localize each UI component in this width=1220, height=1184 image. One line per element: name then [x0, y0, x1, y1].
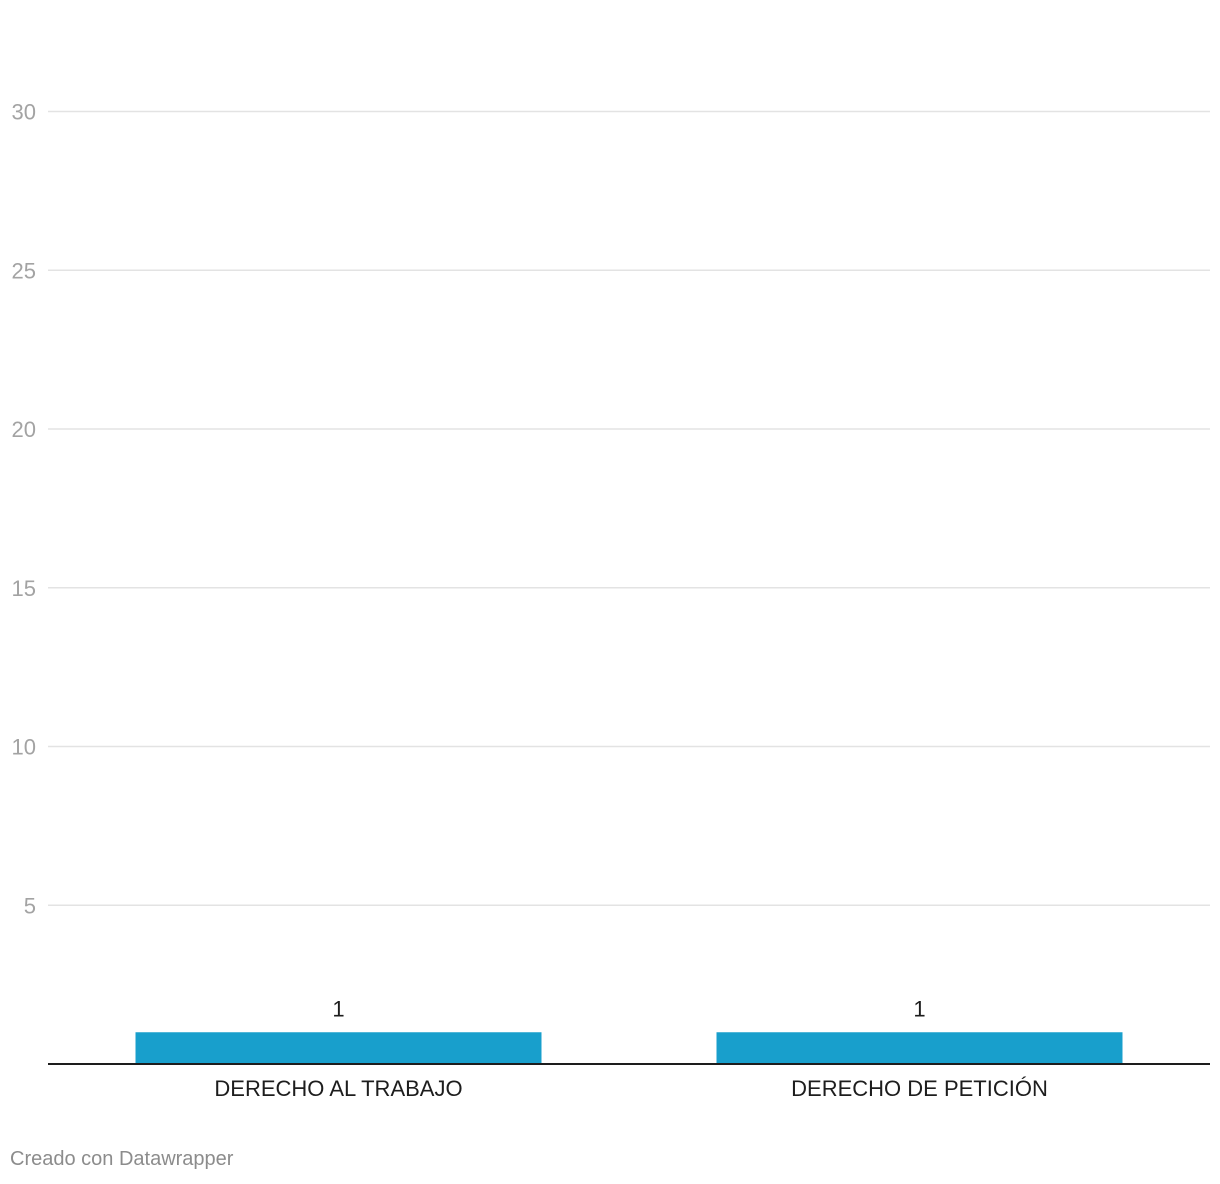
datawrapper-credit[interactable]: Creado con Datawrapper — [10, 1148, 234, 1170]
y-tick-label: 30 — [12, 100, 36, 125]
bar — [135, 1032, 542, 1064]
bar-value-label: 1 — [913, 996, 925, 1021]
y-tick-label: 20 — [12, 417, 36, 442]
gridlines — [48, 110, 1210, 906]
x-axis-category-labels: DERECHO AL TRABAJO DERECHO DE PETICIÓN — [214, 1076, 1047, 1101]
y-tick-label: 5 — [24, 893, 36, 918]
bar — [716, 1032, 1123, 1064]
y-tick-label: 10 — [12, 735, 36, 760]
y-tick-label: 25 — [12, 258, 36, 283]
y-tick-label: 15 — [12, 576, 36, 601]
bar-value-label: 1 — [332, 996, 344, 1021]
x-category-label: DERECHO DE PETICIÓN — [791, 1076, 1048, 1101]
y-axis-ticks: 5 10 15 20 25 30 — [12, 100, 36, 919]
x-category-label: DERECHO AL TRABAJO — [214, 1076, 462, 1101]
bars — [135, 1032, 1123, 1064]
